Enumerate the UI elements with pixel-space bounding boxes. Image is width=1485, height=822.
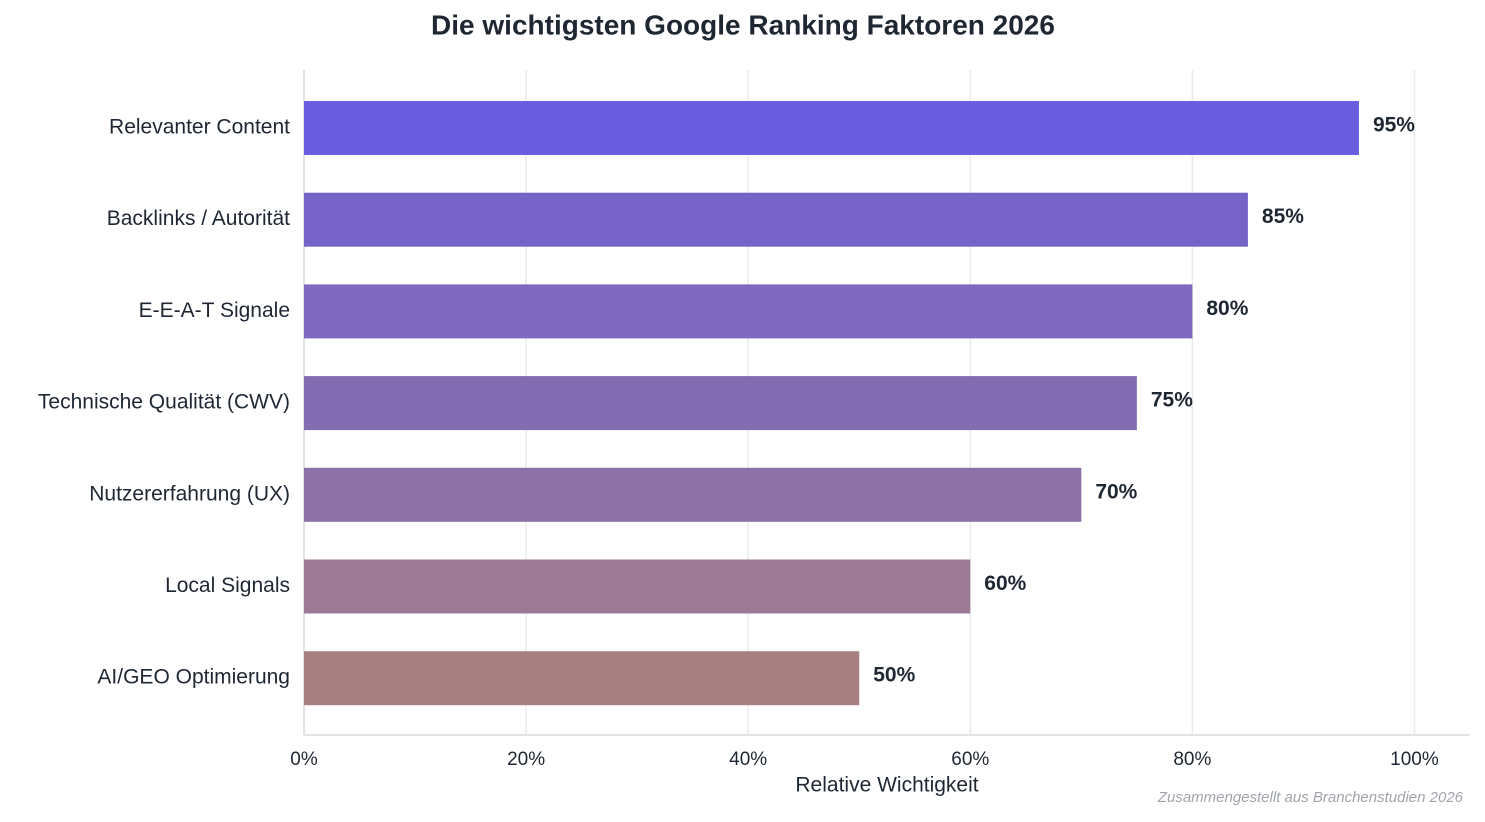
bar: [304, 376, 1137, 431]
y-tick-label: E-E-A-T Signale: [139, 299, 290, 322]
value-label: 50%: [873, 664, 915, 687]
source-note: Zusammengestellt aus Branchenstudien 202…: [1157, 789, 1464, 806]
value-label: 60%: [984, 572, 1026, 595]
y-tick-label: Local Signals: [165, 574, 290, 597]
x-tick-label: 60%: [951, 749, 989, 770]
value-label: 75%: [1151, 389, 1193, 412]
x-tick-label: 20%: [507, 749, 545, 770]
value-label: 80%: [1206, 297, 1248, 320]
value-label: 85%: [1262, 205, 1304, 228]
y-tick-label: AI/GEO Optimierung: [97, 666, 290, 689]
y-tick-label: Technische Qualität (CWV): [38, 391, 290, 414]
y-tick-label: Nutzererfahrung (UX): [89, 482, 290, 505]
y-tick-label: Relevanter Content: [109, 116, 290, 139]
x-tick-label: 100%: [1390, 749, 1439, 770]
bar: [304, 284, 1193, 339]
x-tick-label: 0%: [290, 749, 318, 770]
chart-title: Die wichtigsten Google Ranking Faktoren …: [431, 9, 1055, 40]
value-label: 95%: [1373, 114, 1415, 137]
bar: [304, 467, 1082, 522]
bar: [304, 559, 971, 614]
x-tick-label: 80%: [1173, 749, 1211, 770]
x-tick-label: 40%: [729, 749, 767, 770]
x-axis-label: Relative Wichtigkeit: [795, 774, 978, 797]
y-tick-label: Backlinks / Autorität: [107, 207, 290, 230]
bar: [304, 101, 1359, 155]
bar: [304, 651, 860, 706]
value-label: 70%: [1095, 480, 1137, 503]
bar: [304, 192, 1248, 247]
